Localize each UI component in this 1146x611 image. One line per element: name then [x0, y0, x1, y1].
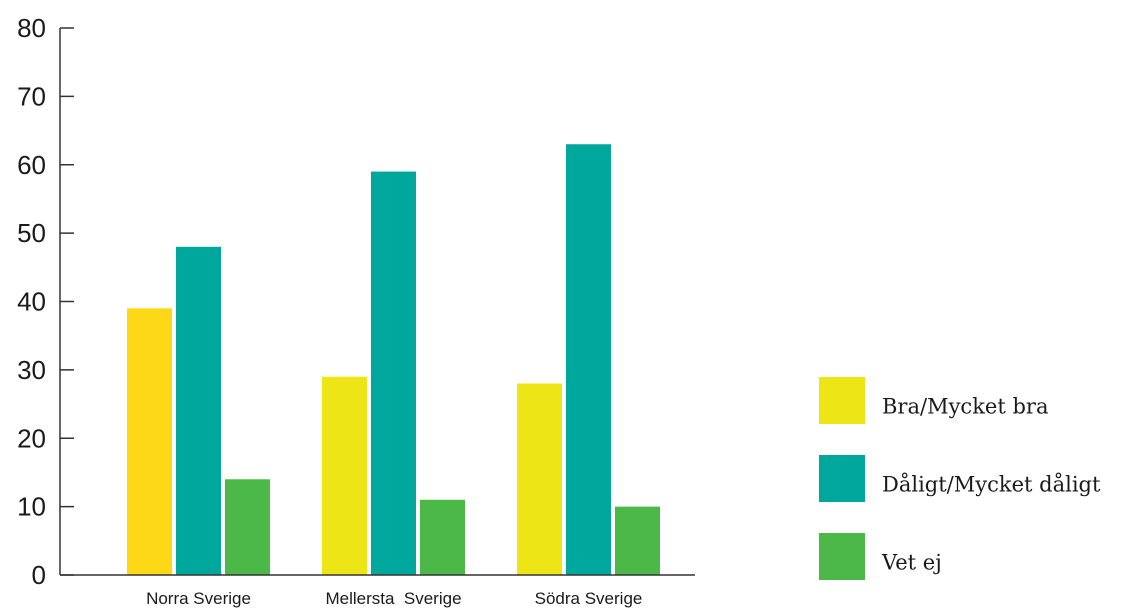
legend-swatch — [819, 377, 865, 424]
bars — [127, 144, 660, 576]
y-tick-label: 60 — [17, 150, 46, 180]
y-tick-label: 50 — [17, 218, 46, 248]
legend-label: Dåligt/Mycket dåligt — [882, 473, 1101, 497]
bar-1-3 — [517, 383, 562, 575]
y-tick-label: 70 — [17, 81, 46, 111]
legend-swatch — [819, 455, 865, 502]
bar-1-2 — [322, 376, 367, 575]
legend-label: Vet ej — [881, 551, 942, 575]
legend-label: Bra/Mycket bra — [882, 395, 1048, 419]
y-tick-label: 80 — [17, 13, 46, 43]
category-label: Mellersta Sverige — [325, 589, 461, 608]
bar-3-1 — [225, 479, 270, 575]
legend-swatch — [819, 533, 865, 580]
y-ticks: 0 10 20 30 40 50 60 70 80 — [17, 13, 74, 590]
category-label: Norra Sverige — [146, 589, 251, 608]
y-tick-label: 30 — [17, 355, 46, 385]
category-label: Södra Sverige — [535, 589, 643, 608]
y-tick-label: 20 — [17, 423, 46, 453]
category-labels: Norra Sverige Mellersta Sverige Södra Sver… — [146, 589, 642, 608]
y-tick-label: 10 — [17, 492, 46, 522]
y-tick-label: 0 — [32, 560, 46, 590]
bar-2-1 — [176, 246, 221, 576]
bar-2-2 — [371, 171, 416, 575]
bar-3-3 — [615, 506, 660, 575]
bar-3-2 — [420, 499, 465, 575]
bar-2-3 — [566, 144, 611, 576]
bar-1-1 — [127, 308, 172, 575]
y-tick-label: 40 — [17, 287, 46, 317]
legend: Bra/Mycket bra Dåligt/Mycket dåligt Vet ej — [819, 377, 1101, 580]
